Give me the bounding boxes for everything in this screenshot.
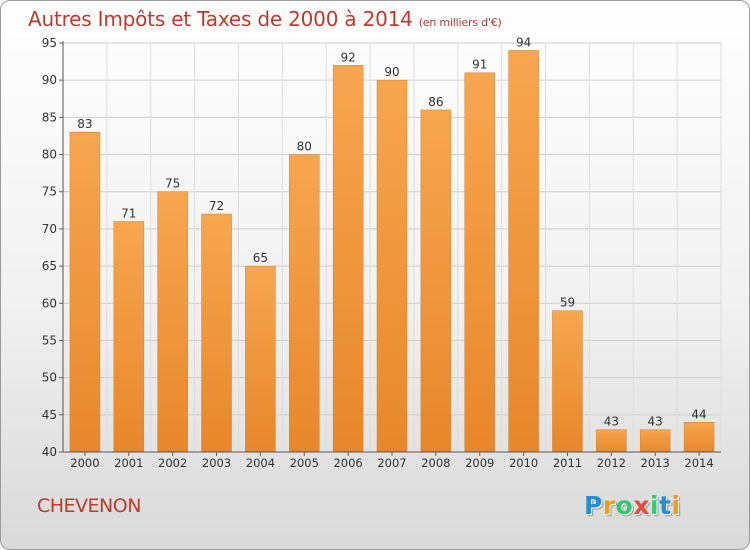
bar: [69, 131, 101, 453]
logo-letter: x: [633, 491, 650, 520]
bar: [113, 221, 145, 453]
bar: [289, 154, 320, 453]
proxiti-logo: Proxiti: [584, 491, 681, 520]
y-tick-label: 65: [42, 259, 57, 273]
bar-value-label: 75: [165, 177, 180, 191]
bar-value-label: 71: [121, 206, 136, 220]
bar-value-label: 72: [209, 199, 224, 213]
bar: [201, 213, 232, 453]
y-tick-label: 70: [42, 222, 57, 236]
bar: [552, 310, 583, 453]
x-tick-label: 2000: [70, 456, 99, 470]
x-tick-label: 2012: [597, 456, 626, 470]
x-tick-label: 2014: [684, 456, 713, 470]
bar-value-label: 94: [516, 35, 531, 49]
bar: [464, 72, 495, 453]
bar-value-label: 65: [253, 251, 268, 265]
bar: [683, 422, 715, 453]
chart-title-unit: (en milliers d'€): [418, 16, 502, 29]
commune-name: CHEVENON: [37, 495, 141, 517]
bar: [508, 50, 539, 453]
logo-letter: P: [584, 491, 603, 520]
bar-value-label: 83: [77, 117, 92, 131]
logo-letter: t: [659, 491, 672, 520]
x-tick-label: 2008: [421, 456, 450, 470]
y-tick-label: 60: [42, 296, 57, 310]
y-tick-label: 55: [42, 333, 57, 347]
y-tick-label: 85: [42, 110, 57, 124]
x-tick-label: 2013: [641, 456, 670, 470]
bar: [420, 109, 452, 453]
x-tick-label: 2007: [377, 456, 406, 470]
logo-letter: r: [602, 491, 616, 520]
logo-letter: i: [650, 491, 660, 520]
bar: [157, 191, 188, 453]
x-tick-label: 2002: [158, 456, 187, 470]
logo-letter: i: [671, 491, 681, 520]
logo-letter: o: [615, 491, 634, 520]
y-tick-label: 50: [42, 371, 57, 385]
y-tick-label: 40: [42, 445, 57, 459]
bar: [376, 79, 408, 453]
y-tick-label: 45: [42, 408, 57, 422]
y-tick-label: 90: [42, 73, 57, 87]
y-tick-label: 95: [42, 36, 57, 50]
bar: [332, 65, 364, 453]
x-tick-label: 2003: [202, 456, 231, 470]
bar: [596, 429, 627, 453]
x-tick-label: 2001: [114, 456, 143, 470]
bar-value-label: 80: [297, 140, 312, 154]
bar: [245, 265, 276, 453]
bar: [639, 429, 671, 453]
bar-value-label: 44: [691, 407, 706, 421]
y-tick-label: 80: [42, 148, 57, 162]
x-tick-label: 2006: [333, 456, 362, 470]
chart-title-text: Autres Impôts et Taxes de 2000 à 2014: [28, 7, 413, 31]
x-tick-label: 2010: [509, 456, 538, 470]
x-tick-label: 2004: [246, 456, 275, 470]
bar-value-label: 43: [648, 415, 663, 429]
x-tick-label: 2005: [290, 456, 319, 470]
bar-value-label: 90: [384, 65, 399, 79]
x-tick-label: 2009: [465, 456, 494, 470]
bar-value-label: 91: [472, 58, 487, 72]
bar-value-label: 92: [340, 50, 355, 64]
chart-title: Autres Impôts et Taxes de 2000 à 2014 (en…: [28, 7, 502, 31]
x-tick-label: 2011: [553, 456, 582, 470]
bar-value-label: 43: [604, 415, 619, 429]
bar-value-label: 86: [428, 95, 443, 109]
y-tick-label: 75: [42, 185, 57, 199]
bar-value-label: 59: [560, 296, 575, 310]
